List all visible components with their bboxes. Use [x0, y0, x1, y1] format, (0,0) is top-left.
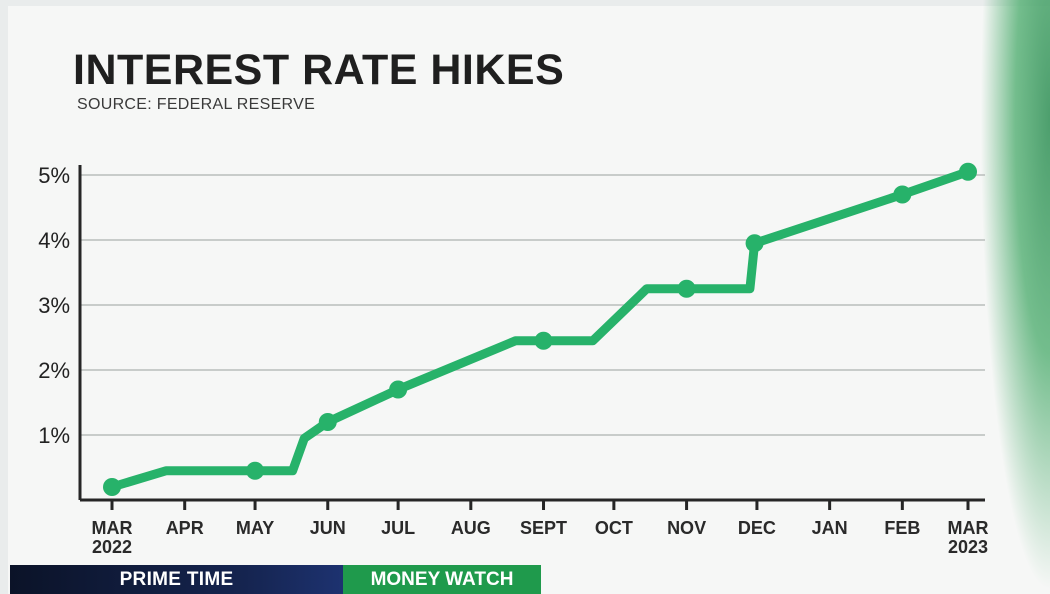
- decorative-background-art: [980, 0, 1050, 594]
- y-tick-label: 2%: [38, 358, 70, 383]
- x-tick-label: MAY: [236, 518, 274, 538]
- y-tick-label: 5%: [38, 163, 70, 188]
- segment-label: MONEY WATCH: [343, 565, 541, 594]
- chart-title: INTEREST RATE HIKES: [73, 46, 565, 94]
- data-point: [318, 413, 337, 431]
- y-tick-label: 4%: [38, 228, 70, 253]
- program-label: PRIME TIME: [10, 565, 343, 594]
- x-tick-label: MAR: [948, 518, 989, 538]
- data-point: [103, 478, 121, 496]
- lower-third-banner: PRIME TIME MONEY WATCH: [10, 565, 541, 594]
- series-line: [107, 167, 973, 492]
- x-tick-label: OCT: [595, 518, 633, 538]
- x-tick-label: NOV: [667, 518, 706, 538]
- x-tick-label: FEB: [884, 518, 920, 538]
- data-point: [893, 185, 912, 204]
- data-point: [389, 380, 408, 399]
- data-point: [959, 162, 977, 181]
- x-tick-label: APR: [166, 518, 204, 538]
- y-tick-label: 3%: [38, 293, 70, 318]
- data-point: [246, 461, 265, 480]
- chart-panel: [8, 6, 1050, 594]
- x-tick-label: MAR: [92, 518, 133, 538]
- x-tick-label: JUL: [381, 518, 415, 538]
- chart-source: SOURCE: FEDERAL RESERVE: [77, 96, 316, 113]
- x-tick-label: SEPT: [520, 518, 567, 538]
- x-tick-label: DEC: [738, 518, 776, 538]
- data-point: [677, 279, 696, 298]
- x-tick-year-label: 2023: [948, 537, 988, 557]
- data-point: [534, 331, 553, 350]
- data-point: [745, 234, 764, 253]
- x-tick-year-label: 2022: [92, 537, 132, 557]
- x-tick-label: JUN: [310, 518, 346, 538]
- y-tick-label: 1%: [38, 423, 70, 448]
- x-tick-label: AUG: [451, 518, 491, 538]
- x-tick-label: JAN: [812, 518, 848, 538]
